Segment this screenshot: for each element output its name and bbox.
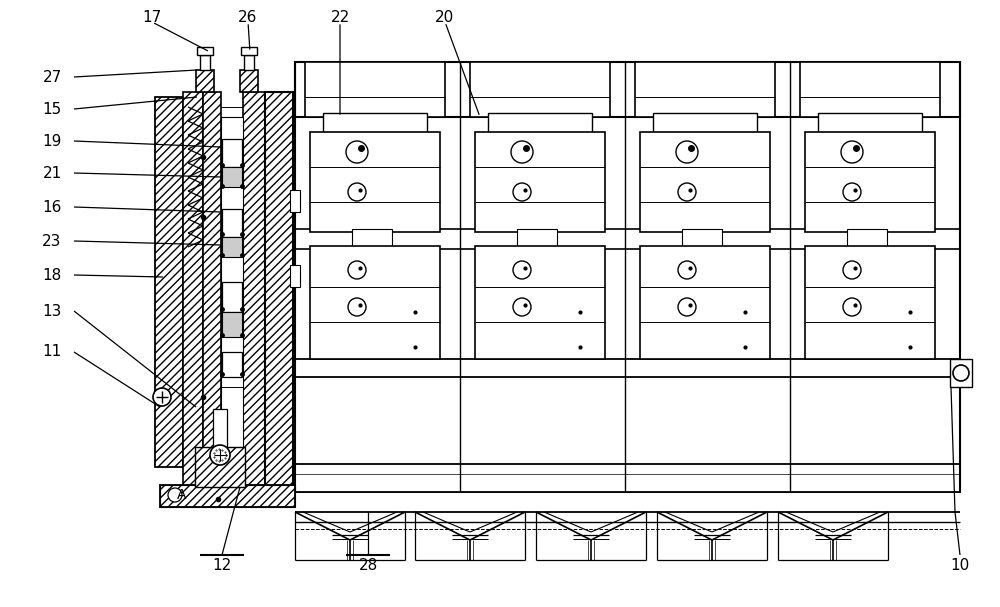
Bar — [295, 229, 960, 249]
Bar — [222, 139, 242, 167]
Bar — [310, 132, 440, 232]
Bar — [805, 246, 935, 359]
Bar — [265, 92, 293, 487]
Text: A: A — [177, 488, 187, 502]
Circle shape — [843, 298, 861, 316]
Text: 28: 28 — [358, 557, 378, 572]
Circle shape — [346, 141, 368, 163]
Bar — [310, 246, 440, 359]
Bar — [290, 265, 300, 287]
Bar — [213, 409, 227, 447]
Circle shape — [511, 141, 533, 163]
Bar — [470, 62, 610, 117]
Bar — [222, 312, 242, 337]
Text: 15: 15 — [42, 101, 62, 117]
Bar — [243, 92, 265, 487]
Bar — [295, 359, 960, 377]
Bar — [805, 132, 935, 232]
Bar — [241, 47, 257, 55]
Bar — [475, 132, 605, 232]
Bar — [200, 55, 210, 70]
Text: 16: 16 — [42, 200, 62, 214]
Bar — [222, 237, 242, 257]
Text: 22: 22 — [330, 10, 350, 24]
Bar — [160, 485, 295, 507]
Circle shape — [843, 183, 861, 201]
Circle shape — [348, 298, 366, 316]
Bar — [682, 229, 722, 249]
Circle shape — [513, 298, 531, 316]
Text: 17: 17 — [142, 10, 162, 24]
Circle shape — [843, 261, 861, 279]
Bar — [244, 55, 254, 70]
Text: 10: 10 — [950, 557, 970, 572]
Circle shape — [513, 183, 531, 201]
Bar — [950, 359, 972, 387]
Text: 27: 27 — [42, 69, 62, 84]
Bar — [800, 62, 940, 117]
Bar — [323, 113, 427, 135]
Bar — [221, 117, 243, 452]
Bar — [640, 132, 770, 232]
Circle shape — [676, 141, 698, 163]
Circle shape — [678, 261, 696, 279]
Text: 26: 26 — [238, 10, 258, 24]
Bar — [222, 352, 242, 377]
Circle shape — [348, 183, 366, 201]
Bar — [195, 447, 245, 487]
Circle shape — [953, 365, 969, 381]
Bar — [222, 209, 242, 237]
Circle shape — [348, 261, 366, 279]
Bar — [305, 62, 445, 117]
Bar — [653, 113, 757, 135]
Circle shape — [168, 488, 182, 502]
Text: 11: 11 — [42, 345, 62, 359]
Circle shape — [678, 298, 696, 316]
Circle shape — [210, 445, 230, 465]
Bar — [295, 464, 960, 492]
Circle shape — [841, 141, 863, 163]
Bar — [517, 229, 557, 249]
Bar — [635, 62, 775, 117]
Bar — [240, 70, 258, 92]
Text: 13: 13 — [42, 304, 62, 319]
Bar — [222, 167, 242, 187]
Bar — [196, 70, 214, 92]
Bar — [222, 282, 242, 312]
Bar — [155, 97, 183, 467]
Bar — [847, 229, 887, 249]
Bar — [475, 246, 605, 359]
Bar — [295, 474, 960, 492]
Bar — [295, 62, 960, 117]
Text: 20: 20 — [435, 10, 455, 24]
Bar — [352, 229, 392, 249]
Bar — [160, 485, 295, 507]
Bar — [640, 246, 770, 359]
Circle shape — [513, 261, 531, 279]
Text: 21: 21 — [42, 166, 62, 180]
Bar — [818, 113, 922, 135]
Circle shape — [678, 183, 696, 201]
Text: 18: 18 — [42, 268, 62, 282]
Bar — [290, 190, 300, 212]
Bar — [203, 92, 221, 487]
Bar — [195, 447, 245, 487]
Circle shape — [153, 388, 171, 406]
Bar — [197, 47, 213, 55]
Text: 19: 19 — [42, 134, 62, 149]
Bar — [488, 113, 592, 135]
Text: 23: 23 — [42, 234, 62, 248]
Text: 12: 12 — [212, 557, 232, 572]
Bar — [183, 92, 203, 487]
